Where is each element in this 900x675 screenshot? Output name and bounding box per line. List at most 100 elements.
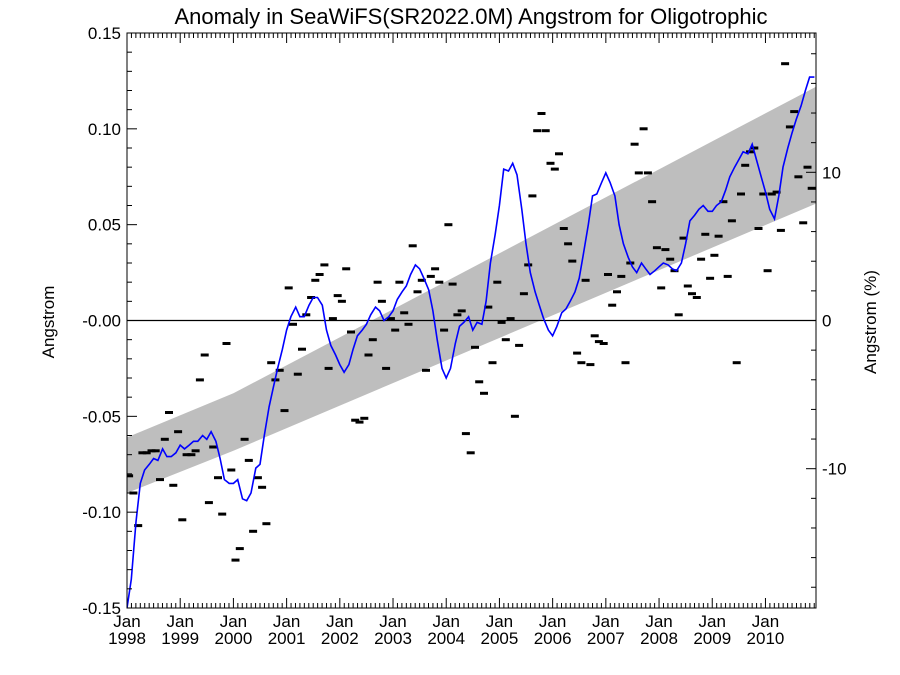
- monthly-anomaly-point: [475, 380, 484, 384]
- monthly-anomaly-point: [564, 242, 573, 246]
- monthly-anomaly-point: [351, 418, 360, 422]
- monthly-anomaly-point: [714, 234, 723, 238]
- monthly-anomaly-point: [364, 353, 373, 357]
- monthly-anomaly-point: [209, 445, 218, 449]
- monthly-anomaly-point: [262, 522, 271, 526]
- y-tick-label: -0.05: [82, 407, 121, 426]
- monthly-anomaly-point: [400, 311, 409, 315]
- monthly-anomaly-point: [169, 483, 178, 487]
- monthly-anomaly-point: [382, 366, 391, 370]
- monthly-anomaly-point: [608, 303, 617, 307]
- monthly-anomaly-point: [568, 259, 577, 263]
- monthly-anomaly-point: [422, 368, 430, 372]
- x-tick-label-month: Jan: [379, 612, 406, 631]
- monthly-anomaly-point: [737, 192, 745, 196]
- y-axis-label: Angstrom: [39, 286, 58, 359]
- monthly-anomaly-point: [697, 257, 706, 261]
- monthly-anomaly-point: [794, 175, 803, 179]
- monthly-anomaly-point: [249, 529, 258, 533]
- monthly-anomaly-point: [643, 171, 652, 175]
- x-tick-label-month: Jan: [273, 612, 300, 631]
- monthly-anomaly-point: [634, 171, 643, 175]
- monthly-anomaly-point: [431, 267, 440, 271]
- monthly-anomaly-point: [417, 278, 426, 282]
- y-tick-label: 0.05: [88, 216, 121, 235]
- monthly-anomaly-point: [200, 353, 209, 357]
- monthly-anomaly-point: [785, 125, 794, 129]
- x-tick-label-year: 2004: [427, 629, 465, 648]
- monthly-anomaly-point: [195, 378, 204, 382]
- monthly-anomaly-point: [750, 146, 759, 150]
- monthly-anomaly-point: [333, 294, 342, 298]
- x-tick-label-month: Jan: [220, 612, 247, 631]
- monthly-anomaly-point: [440, 328, 449, 332]
- x-tick-label-month: Jan: [486, 612, 513, 631]
- monthly-anomaly-point: [537, 112, 546, 115]
- monthly-anomaly-point: [307, 296, 316, 299]
- monthly-anomaly-point: [134, 524, 143, 528]
- monthly-anomaly-point: [661, 248, 670, 252]
- monthly-anomaly-point: [541, 129, 550, 133]
- x-tick-label-year: 2009: [693, 629, 731, 648]
- monthly-anomaly-point: [674, 313, 683, 317]
- monthly-anomaly-point: [235, 547, 244, 551]
- monthly-anomaly-point: [156, 478, 164, 482]
- monthly-anomaly-point: [657, 286, 666, 290]
- trend-band: [127, 86, 816, 493]
- monthly-anomaly-point: [533, 129, 542, 133]
- monthly-anomaly-point: [524, 263, 533, 267]
- monthly-anomaly-point: [302, 313, 311, 317]
- monthly-anomaly-point: [391, 328, 400, 332]
- monthly-anomaly-point: [408, 244, 417, 248]
- y-tick-label: -0.10: [82, 503, 121, 522]
- monthly-anomaly-point: [746, 150, 754, 154]
- monthly-anomaly-point: [320, 263, 329, 267]
- monthly-anomaly-point: [457, 309, 466, 313]
- monthly-anomaly-point: [639, 127, 648, 131]
- monthly-anomaly-point: [799, 221, 808, 225]
- monthly-anomaly-point: [337, 299, 346, 303]
- x-tick-label-year: 2007: [587, 629, 625, 648]
- monthly-anomaly-point: [471, 345, 479, 349]
- y2-axis-label: Angstrom (%): [861, 270, 880, 374]
- monthly-anomaly-point: [666, 257, 675, 261]
- monthly-anomaly-point: [719, 200, 728, 204]
- monthly-anomaly-point: [293, 372, 302, 376]
- monthly-anomaly-point: [127, 474, 134, 478]
- x-tick-label-year: 2010: [747, 629, 785, 648]
- monthly-anomaly-point: [444, 223, 453, 227]
- monthly-anomaly-point: [342, 267, 351, 271]
- monthly-anomaly-point: [528, 194, 537, 198]
- plot-clip-group: [127, 62, 816, 608]
- y2-tick-label: -10: [822, 460, 847, 479]
- monthly-anomaly-point: [448, 282, 457, 286]
- monthly-anomaly-point: [621, 361, 630, 365]
- monthly-anomaly-point: [550, 167, 559, 171]
- monthly-anomaly-point: [776, 228, 785, 232]
- monthly-anomaly-point: [182, 453, 191, 457]
- monthly-anomaly-point: [191, 449, 200, 453]
- monthly-anomaly-point: [461, 432, 470, 436]
- monthly-anomaly-point: [480, 391, 488, 395]
- x-tick-label-month: Jan: [326, 612, 353, 631]
- monthly-anomaly-point: [683, 284, 692, 288]
- y-tick-label: -0.15: [82, 599, 121, 618]
- x-tick-label-year: 2000: [214, 629, 252, 648]
- monthly-anomaly-point: [355, 420, 364, 424]
- monthly-anomaly-point: [373, 280, 382, 284]
- monthly-anomaly-point: [386, 317, 395, 321]
- monthly-anomaly-point: [240, 437, 249, 441]
- y-tick-label: 0.15: [88, 24, 121, 43]
- x-tick-label-month: Jan: [113, 612, 140, 631]
- monthly-anomaly-point: [165, 411, 173, 414]
- monthly-anomaly-point: [727, 219, 736, 223]
- monthly-anomaly-point: [315, 273, 324, 276]
- monthly-anomaly-point: [368, 338, 377, 342]
- monthly-anomaly-point: [227, 468, 236, 472]
- monthly-anomaly-point: [453, 313, 462, 317]
- monthly-anomaly-point: [284, 286, 293, 290]
- monthly-anomaly-point: [754, 227, 763, 230]
- monthly-anomaly-point: [546, 161, 555, 165]
- monthly-anomaly-point: [360, 416, 369, 420]
- monthly-anomaly-point: [435, 280, 444, 284]
